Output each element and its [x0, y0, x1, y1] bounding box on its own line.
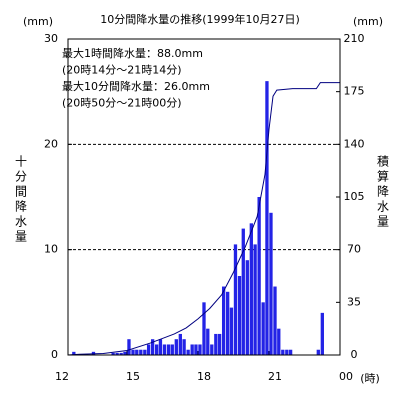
bar	[253, 244, 257, 355]
y-unit: (mm)	[23, 15, 53, 28]
annotation: (20時14分～21時14分)	[62, 64, 182, 77]
bar	[214, 333, 218, 355]
bar	[155, 344, 159, 355]
bar	[158, 339, 163, 355]
bar	[217, 333, 222, 355]
bar	[273, 286, 277, 355]
bar	[261, 302, 265, 355]
bar	[241, 228, 245, 355]
cumulative-line	[67, 82, 340, 356]
bar	[146, 344, 151, 355]
x-tick-label: 18	[197, 370, 211, 383]
y2-unit: (mm)	[353, 15, 383, 28]
bar	[150, 339, 155, 355]
bar	[245, 260, 249, 355]
bar	[249, 223, 253, 355]
x-tick-label: 15	[126, 370, 140, 383]
y2-tick-label: 175	[344, 85, 365, 98]
x-tick-label: 00	[339, 370, 353, 383]
bar	[265, 81, 269, 355]
bar	[119, 352, 123, 355]
bar	[123, 351, 127, 355]
bar	[226, 291, 230, 355]
y-tick-label: 10	[44, 243, 58, 256]
bar	[237, 276, 242, 355]
bar	[221, 286, 226, 355]
bar	[182, 339, 186, 355]
bar	[186, 349, 190, 355]
y-tick-label: 20	[44, 137, 58, 150]
y2-tick-label: 70	[347, 243, 361, 256]
y-tick-label: 30	[44, 32, 58, 45]
bar	[285, 349, 289, 355]
bar	[131, 349, 135, 355]
x-tick-label: 21	[268, 370, 282, 383]
bar	[178, 333, 182, 355]
bar	[206, 328, 210, 355]
bar	[111, 352, 115, 355]
bar	[233, 244, 238, 355]
annotation: 最大1時間降水量：88.0mm	[62, 46, 203, 60]
bar	[166, 344, 171, 355]
plot-frame	[67, 38, 341, 356]
bar	[72, 351, 76, 355]
bar	[127, 339, 131, 355]
annotation: 最大10分間降水量：26.0mm	[62, 79, 210, 93]
bar	[174, 339, 178, 355]
bar	[320, 312, 324, 355]
chart-title: 10分間降水量の推移(1999年10月27日)	[100, 12, 300, 26]
bar	[135, 349, 139, 355]
bar	[194, 344, 198, 355]
annotation: (20時50分～21時00分)	[62, 97, 182, 110]
y2-tick-label: 140	[344, 137, 365, 150]
y2-tick-label: 0	[351, 348, 358, 361]
y2-tick-label: 210	[344, 32, 365, 45]
bar	[277, 328, 281, 355]
y2-tick-label: 105	[344, 190, 365, 203]
y-axis-label: 十分間降水量	[14, 155, 28, 245]
y-tick-label: 0	[51, 348, 58, 361]
y2-tick-label: 35	[347, 295, 361, 308]
bar	[269, 212, 273, 355]
bar	[257, 197, 261, 355]
bar	[210, 344, 214, 355]
bar	[202, 302, 206, 355]
bar	[115, 352, 119, 355]
bar	[316, 349, 320, 355]
bar	[170, 344, 174, 355]
bar	[139, 349, 143, 355]
bar	[229, 307, 234, 355]
x-unit: (時)	[360, 372, 380, 385]
y2-axis-label: 積算降水量	[376, 154, 390, 230]
bar	[190, 344, 194, 355]
bar	[198, 344, 202, 355]
bar	[288, 349, 293, 355]
bar	[143, 349, 147, 355]
bar	[162, 344, 167, 355]
bar	[281, 349, 285, 355]
x-tick-label: 12	[55, 370, 69, 383]
